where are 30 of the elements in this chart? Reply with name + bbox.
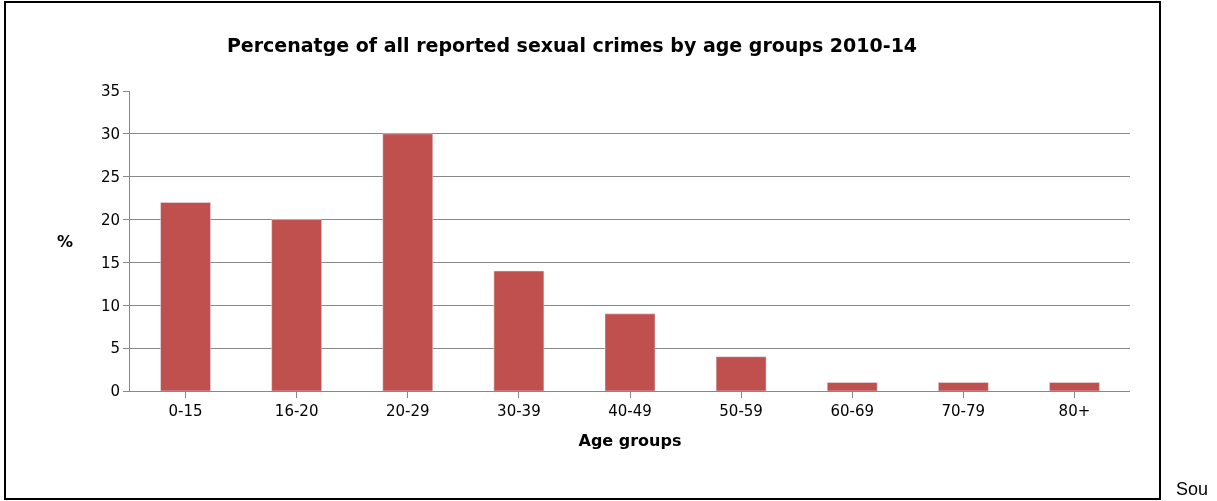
x-tick-label: 80+ <box>1058 402 1091 420</box>
bar <box>715 356 767 391</box>
x-axis-title: Age groups <box>578 430 682 450</box>
text: Sou <box>1176 479 1209 499</box>
y-tick-label: 15 <box>100 253 120 272</box>
chart-title: Percenatge of all reported sexual crimes by age groups 2010-14 <box>226 33 918 56</box>
y-axis-title: % <box>57 232 74 251</box>
x-tick-label: 30-39 <box>497 402 541 420</box>
y-tick-label: 10 <box>100 296 120 315</box>
y-tick-label: 0 <box>110 382 120 401</box>
y-tick-label: 20 <box>100 210 120 229</box>
bar <box>826 382 878 391</box>
x-tick-label: 70-79 <box>941 402 986 420</box>
y-tick-label: 30 <box>100 125 120 144</box>
x-tick-label: 40-49 <box>608 402 652 420</box>
x-tick-label: 16-20 <box>274 402 319 420</box>
bar <box>382 133 434 391</box>
x-tick-label: 60-69 <box>830 402 875 420</box>
bar <box>938 382 989 391</box>
x-tick-label: 50-59 <box>719 402 763 420</box>
bar <box>1049 382 1100 391</box>
y-tick-label: 25 <box>100 167 120 186</box>
bar <box>160 202 211 391</box>
x-tick-label: 0-15 <box>168 402 203 420</box>
y-tick-label: 35 <box>100 82 120 101</box>
y-tick-label: 5 <box>110 339 120 358</box>
bar <box>604 313 656 391</box>
bar <box>271 219 322 391</box>
bar <box>493 270 545 391</box>
x-tick-label: 20-29 <box>385 402 430 420</box>
